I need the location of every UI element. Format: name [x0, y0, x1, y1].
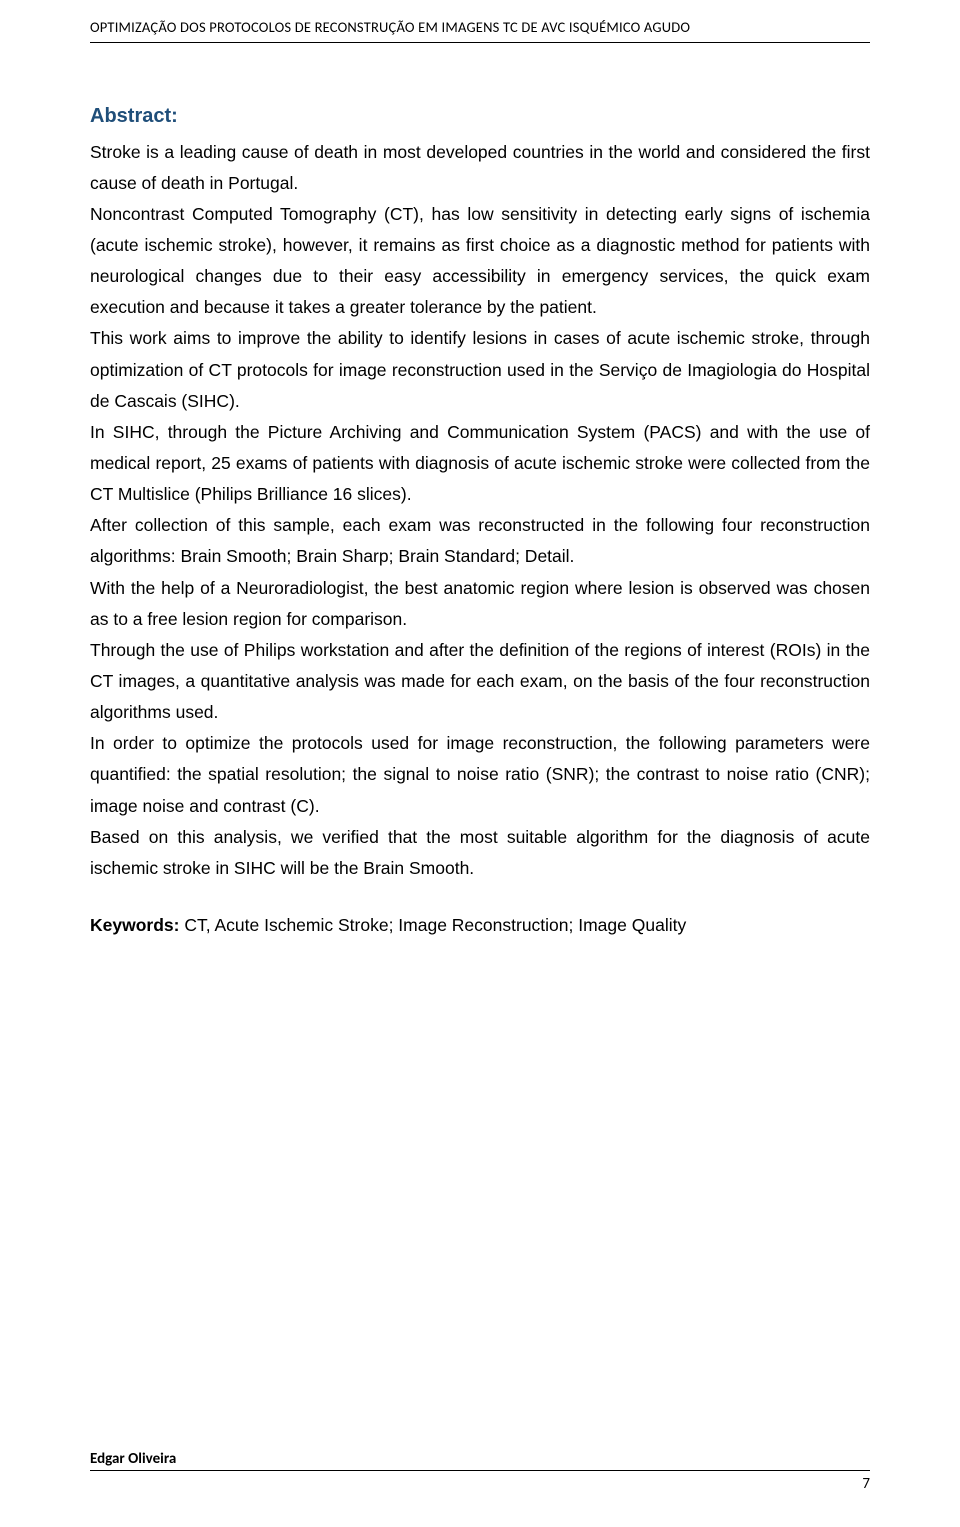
abstract-paragraph: Based on this analysis, we verified that…: [90, 822, 870, 884]
page-footer: Edgar Oliveira 7: [90, 1450, 870, 1493]
abstract-paragraph: Stroke is a leading cause of death in mo…: [90, 137, 870, 199]
keywords-text: CT, Acute Ischemic Stroke; Image Reconst…: [179, 915, 686, 935]
page-number: 7: [862, 1475, 870, 1493]
running-title-text: OPTIMIZAÇÃO DOS PROTOCOLOS DE RECONSTRUÇ…: [90, 18, 690, 36]
abstract-paragraph: In order to optimize the protocols used …: [90, 728, 870, 821]
running-header: OPTIMIZAÇÃO DOS PROTOCOLOS DE RECONSTRUÇ…: [90, 0, 870, 43]
abstract-paragraph: Noncontrast Computed Tomography (CT), ha…: [90, 199, 870, 324]
footer-author: Edgar Oliveira: [90, 1450, 870, 1470]
abstract-paragraph: Through the use of Philips workstation a…: [90, 635, 870, 728]
footer-rule: 7: [90, 1470, 870, 1493]
abstract-paragraph: With the help of a Neuroradiologist, the…: [90, 573, 870, 635]
abstract-paragraph: In SIHC, through the Picture Archiving a…: [90, 417, 870, 510]
keywords-line: Keywords: CT, Acute Ischemic Stroke; Ima…: [90, 910, 870, 941]
abstract-paragraph: This work aims to improve the ability to…: [90, 323, 870, 416]
abstract-heading: Abstract:: [90, 99, 870, 135]
abstract-section: Abstract: Stroke is a leading cause of d…: [90, 43, 870, 941]
abstract-paragraph: After collection of this sample, each ex…: [90, 510, 870, 572]
keywords-label: Keywords:: [90, 915, 179, 935]
